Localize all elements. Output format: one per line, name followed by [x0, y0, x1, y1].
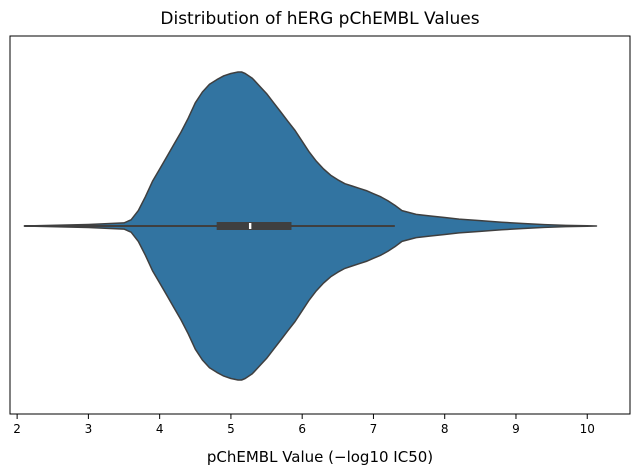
x-tick-label: 9	[512, 422, 520, 436]
plot-area	[23, 71, 598, 381]
x-tick-label: 6	[298, 422, 306, 436]
x-axis-label: pChEMBL Value (−log10 IC50)	[207, 448, 433, 466]
x-tick-label: 5	[227, 422, 235, 436]
x-axis-ticks: 2 3 4 5 6 7 8 9 10	[13, 414, 595, 436]
x-tick-label: 3	[85, 422, 93, 436]
x-tick-label: 4	[156, 422, 164, 436]
x-tick-label: 10	[580, 422, 595, 436]
median-marker	[248, 223, 252, 229]
x-tick-label: 7	[370, 422, 378, 436]
iqr-box	[216, 222, 292, 230]
x-tick-label: 8	[441, 422, 449, 436]
axes-frame	[9, 35, 631, 415]
chart-title: Distribution of hERG pChEMBL Values	[160, 9, 479, 29]
x-tick-label: 2	[13, 422, 21, 436]
